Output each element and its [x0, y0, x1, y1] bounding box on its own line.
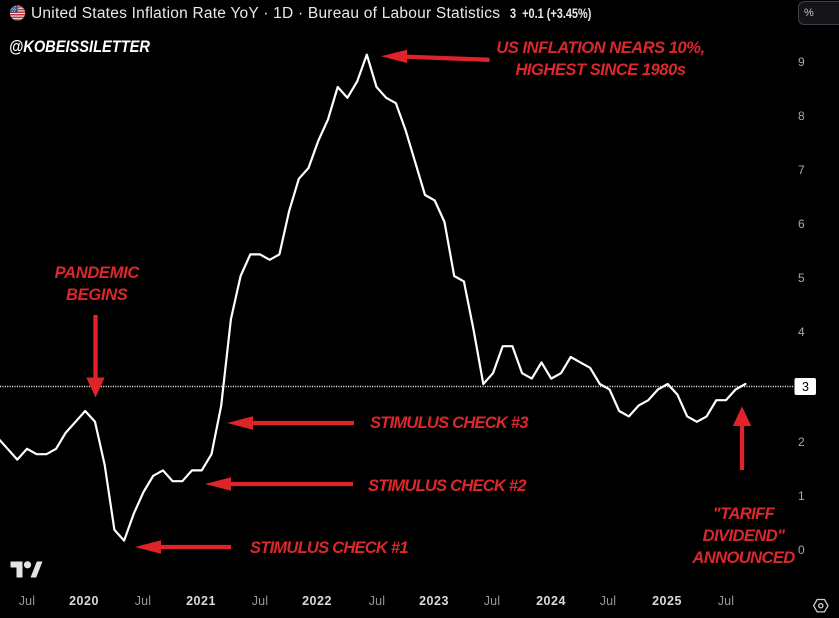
svg-text:3: 3 [802, 380, 809, 394]
